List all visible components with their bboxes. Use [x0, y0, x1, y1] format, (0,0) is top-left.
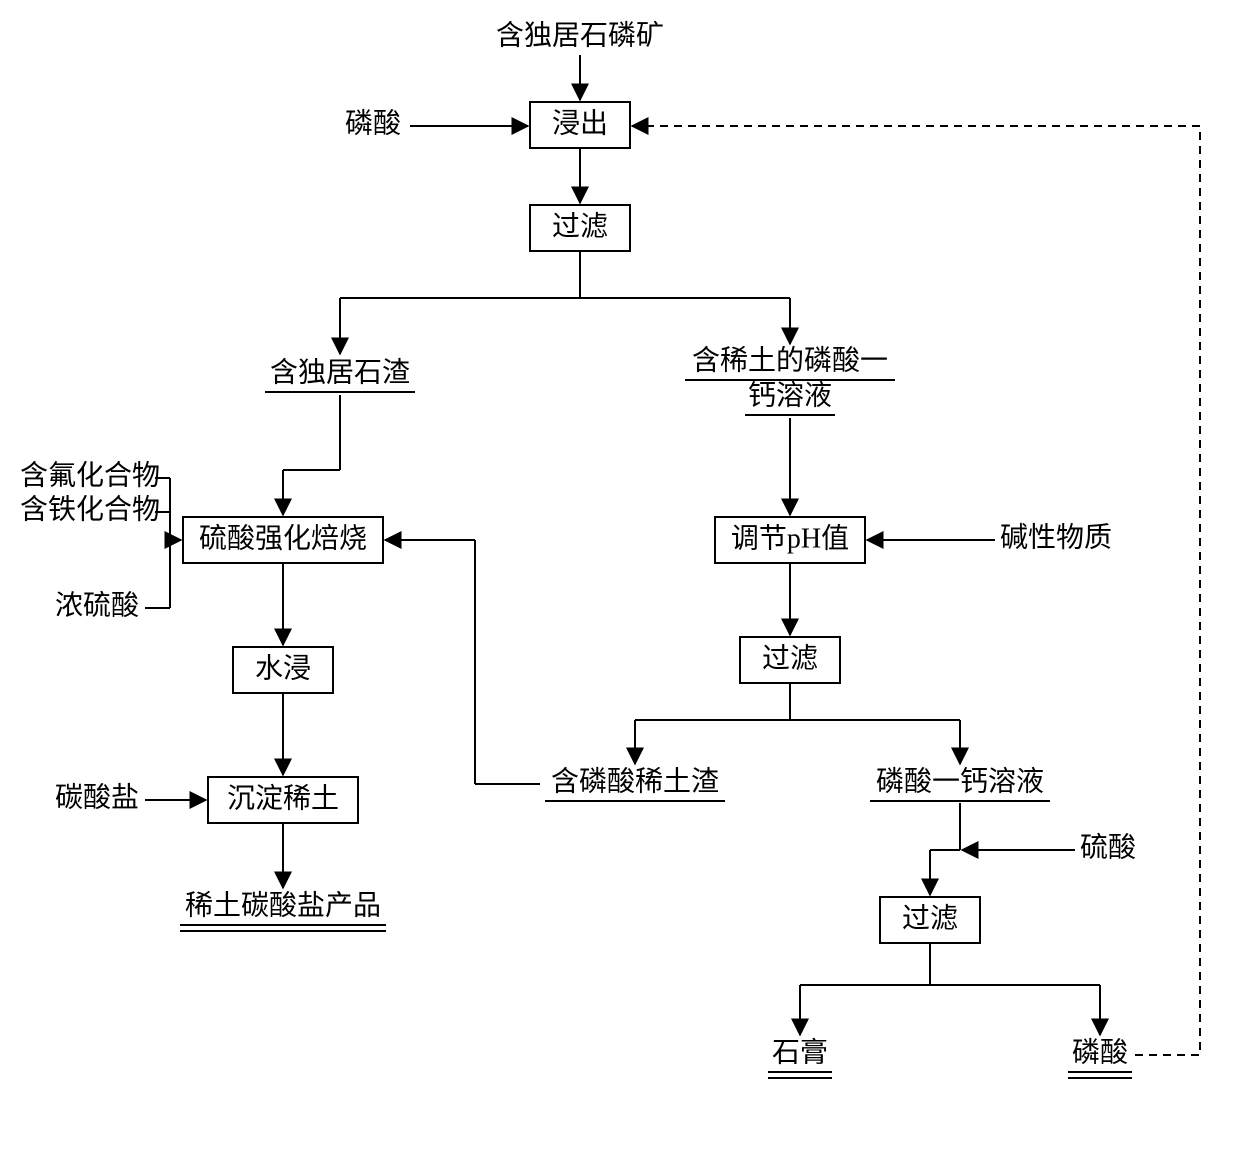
- node-h2so4-in: 硫酸: [1080, 831, 1136, 863]
- node-filter3-text: 过滤: [902, 902, 958, 934]
- node-conc-h2so4: 浓硫酸: [55, 589, 139, 621]
- node-filter1-text: 过滤: [552, 210, 608, 242]
- node-gypsum: 石膏: [772, 1036, 828, 1068]
- node-waterleach-text: 水浸: [255, 652, 311, 684]
- node-adjustph-text: 调节pH值: [731, 522, 849, 554]
- node-precip-text: 沉淀稀土: [227, 782, 339, 814]
- node-re-phos-ca-l2: 钙溶液: [748, 379, 832, 411]
- node-phos-ca-sol: 磷酸一钙溶液: [876, 765, 1044, 797]
- node-fe-cmp: 含铁化合物: [20, 493, 160, 525]
- node-product: 稀土碳酸盐产品: [185, 889, 381, 921]
- node-leach-text: 浸出: [552, 107, 608, 139]
- node-ore: 含独居石磷矿: [496, 19, 664, 51]
- node-monazite-res: 含独居石渣: [270, 356, 410, 388]
- node-filter2-text: 过滤: [762, 642, 818, 674]
- node-phos-acid-in: 磷酸: [345, 107, 401, 139]
- flowchart: 含独居石磷矿 浸出 磷酸 过滤 含独居石渣 含稀土的磷酸一 钙溶液 硫酸强化焙烧…: [0, 0, 1240, 1152]
- node-carbonate-in: 碳酸盐: [55, 781, 139, 813]
- node-re-phos-res: 含磷酸稀土渣: [551, 765, 719, 797]
- node-roast-text: 硫酸强化焙烧: [199, 522, 367, 554]
- node-re-phos-ca-l1: 含稀土的磷酸一: [692, 344, 888, 376]
- node-alkaline: 碱性物质: [1000, 521, 1112, 553]
- node-f-cmp: 含氟化合物: [20, 459, 160, 491]
- node-phos-out: 磷酸: [1072, 1036, 1128, 1068]
